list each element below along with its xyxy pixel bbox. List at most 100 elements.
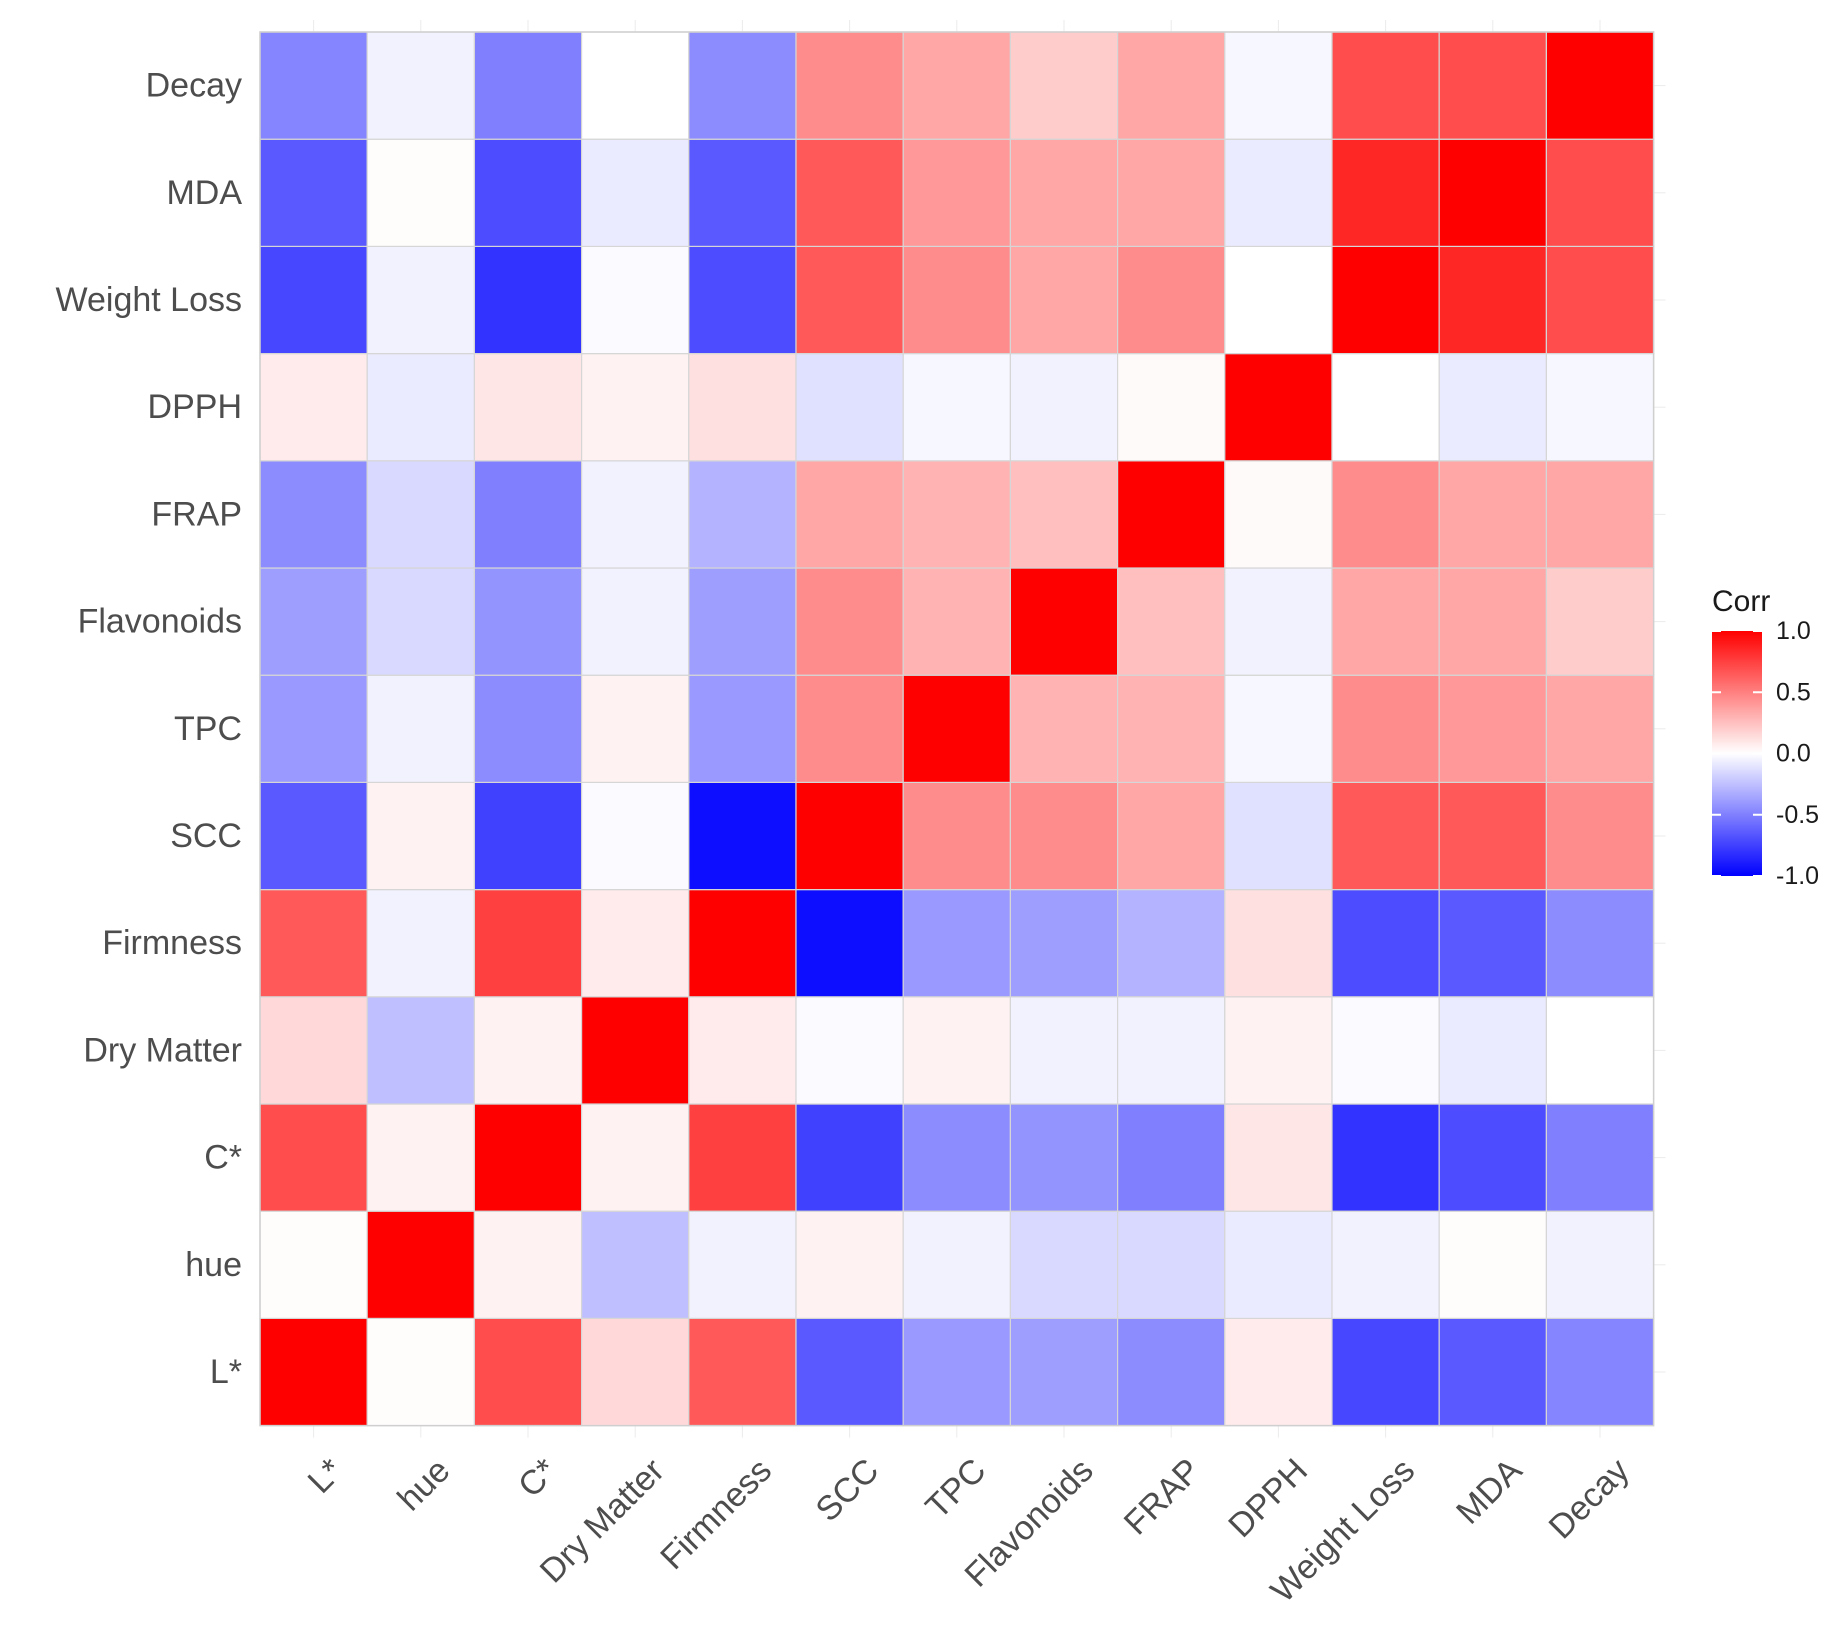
heatmap-cell-l-star-decay <box>1545 1317 1655 1427</box>
heatmap-cell-c-star-scc <box>795 1103 904 1212</box>
x-tick-label-mda: MDA <box>1449 1451 1530 1532</box>
heatmap-cell-scc-dpph <box>1224 781 1333 891</box>
heatmap-cell-scc-frap <box>1116 781 1226 891</box>
heatmap-cell-firmness-weight-loss <box>1331 888 1440 998</box>
heatmap-cell-decay-weight-loss <box>1331 31 1440 140</box>
heatmap-cell-dpph-hue <box>366 353 476 462</box>
heatmap-cell-hue-firmness <box>688 1210 797 1319</box>
heatmap-cell-c-star-l-star <box>259 1103 368 1212</box>
heatmap-cell-firmness-l-star <box>259 888 368 998</box>
heatmap-cell-decay-l-star <box>259 31 368 140</box>
heatmap-cell-decay-mda <box>1438 31 1547 140</box>
x-tick-label-decay: Decay <box>1542 1451 1637 1546</box>
heatmap-cell-frap-scc <box>795 460 904 569</box>
heatmap-cell-dpph-l-star <box>259 353 368 462</box>
heatmap-cell-tpc-weight-loss <box>1331 674 1440 784</box>
heatmap-cell-hue-c-star <box>473 1210 583 1319</box>
heatmap-cell-dry-matter-frap <box>1116 996 1226 1105</box>
heatmap-cell-mda-c-star <box>473 138 583 247</box>
y-tick-label-weight-loss: Weight Loss <box>56 281 242 319</box>
heatmap-cell-tpc-mda <box>1438 674 1547 784</box>
y-tick-label-flavonoids: Flavonoids <box>78 603 242 641</box>
heatmap-cell-scc-decay <box>1545 781 1655 891</box>
heatmap-cell-hue-dry-matter <box>580 1210 690 1319</box>
heatmap-cell-hue-decay <box>1545 1210 1655 1319</box>
heatmap-cell-frap-mda <box>1438 460 1547 569</box>
legend-tick-label: 1.0 <box>1776 617 1811 645</box>
heatmap-cell-scc-scc <box>795 781 904 891</box>
heatmap-cell-dry-matter-c-star <box>473 996 583 1105</box>
heatmap-cell-flavonoids-frap <box>1116 567 1226 676</box>
heatmap-cell-l-star-mda <box>1438 1317 1547 1427</box>
heatmap-cell-frap-dpph <box>1224 460 1333 569</box>
heatmap-cell-firmness-scc <box>795 888 904 998</box>
heatmap-cell-mda-dpph <box>1224 138 1333 247</box>
heatmap-cell-mda-tpc <box>902 138 1012 247</box>
heatmap-cell-scc-weight-loss <box>1331 781 1440 891</box>
heatmap-cell-tpc-tpc <box>902 674 1012 784</box>
heatmap-cell-flavonoids-dpph <box>1224 567 1333 676</box>
legend-ticks: 1.0 0.5 0.0 -0.5 -1.0 <box>1712 617 1819 890</box>
heatmap-cell-flavonoids-dry-matter <box>580 567 690 676</box>
x-tick-label-scc: SCC <box>809 1451 887 1529</box>
heatmap-cell-dry-matter-dry-matter <box>580 996 690 1105</box>
x-tick-label-frap: FRAP <box>1117 1451 1208 1542</box>
plot-border <box>259 31 1655 1427</box>
heatmap-cell-dpph-frap <box>1116 353 1226 462</box>
heatmap-cell-hue-hue <box>366 1210 476 1319</box>
heatmap-cell-firmness-mda <box>1438 888 1547 998</box>
heatmap-cell-l-star-frap <box>1116 1317 1226 1427</box>
heatmap-cell-weight-loss-hue <box>366 245 476 355</box>
legend-tick-label: 0.5 <box>1776 678 1811 706</box>
heatmap-cell-weight-loss-c-star <box>473 245 583 355</box>
heatmap-cell-firmness-decay <box>1545 888 1655 998</box>
heatmap-cell-tpc-firmness <box>688 674 797 784</box>
heatmap-cell-dry-matter-hue <box>366 996 476 1105</box>
heatmap-cell-mda-firmness <box>688 138 797 247</box>
heatmap-cell-weight-loss-mda <box>1438 245 1547 355</box>
heatmap-cell-hue-dpph <box>1224 1210 1333 1319</box>
heatmap-cell-c-star-hue <box>366 1103 476 1212</box>
heatmap-cell-firmness-dpph <box>1224 888 1333 998</box>
heatmap-cell-dry-matter-scc <box>795 996 904 1105</box>
heatmap-cell-mda-l-star <box>259 138 368 247</box>
y-tick-label-decay: Decay <box>146 67 242 105</box>
heatmap-cell-c-star-mda <box>1438 1103 1547 1212</box>
heatmap-cell-firmness-dry-matter <box>580 888 690 998</box>
heatmap-cell-frap-dry-matter <box>580 460 690 569</box>
heatmap-cell-tpc-decay <box>1545 674 1655 784</box>
heatmap-cell-scc-dry-matter <box>580 781 690 891</box>
heatmap-cell-l-star-c-star <box>473 1317 583 1427</box>
heatmap-cell-hue-frap <box>1116 1210 1226 1319</box>
heatmap-cell-flavonoids-scc <box>795 567 904 676</box>
heatmap-cell-firmness-tpc <box>902 888 1012 998</box>
heatmap-cell-dpph-weight-loss <box>1331 353 1440 462</box>
heatmap-cell-mda-hue <box>366 138 476 247</box>
heatmap-cell-dry-matter-weight-loss <box>1331 996 1440 1105</box>
heatmap-cell-dpph-firmness <box>688 353 797 462</box>
y-tick-label-hue: hue <box>185 1246 242 1284</box>
legend-tick-label: -1.0 <box>1776 862 1819 890</box>
legend-title: Corr <box>1712 585 1770 618</box>
heatmap-cell-l-star-scc <box>795 1317 904 1427</box>
heatmap-cell-mda-frap <box>1116 138 1226 247</box>
heatmap-cell-tpc-frap <box>1116 674 1226 784</box>
heatmap-cell-tpc-scc <box>795 674 904 784</box>
heatmap-cell-frap-flavonoids <box>1009 460 1119 569</box>
heatmap-cell-l-star-flavonoids <box>1009 1317 1119 1427</box>
heatmap-cell-hue-scc <box>795 1210 904 1319</box>
heatmap-cell-decay-frap <box>1116 31 1226 140</box>
heatmap-cell-c-star-dry-matter <box>580 1103 690 1212</box>
heatmap-cell-tpc-dpph <box>1224 674 1333 784</box>
heatmap-cell-dry-matter-tpc <box>902 996 1012 1105</box>
heatmap-cell-l-star-tpc <box>902 1317 1012 1427</box>
y-tick-label-scc: SCC <box>170 817 242 855</box>
heatmap-cell-frap-frap <box>1116 460 1226 569</box>
x-tick-label-l-star: L* <box>301 1451 351 1501</box>
heatmap-cell-c-star-tpc <box>902 1103 1012 1212</box>
heatmap-cell-decay-decay <box>1545 31 1655 140</box>
heatmap-cell-flavonoids-l-star <box>259 567 368 676</box>
heatmap-cell-dry-matter-decay <box>1545 996 1655 1105</box>
